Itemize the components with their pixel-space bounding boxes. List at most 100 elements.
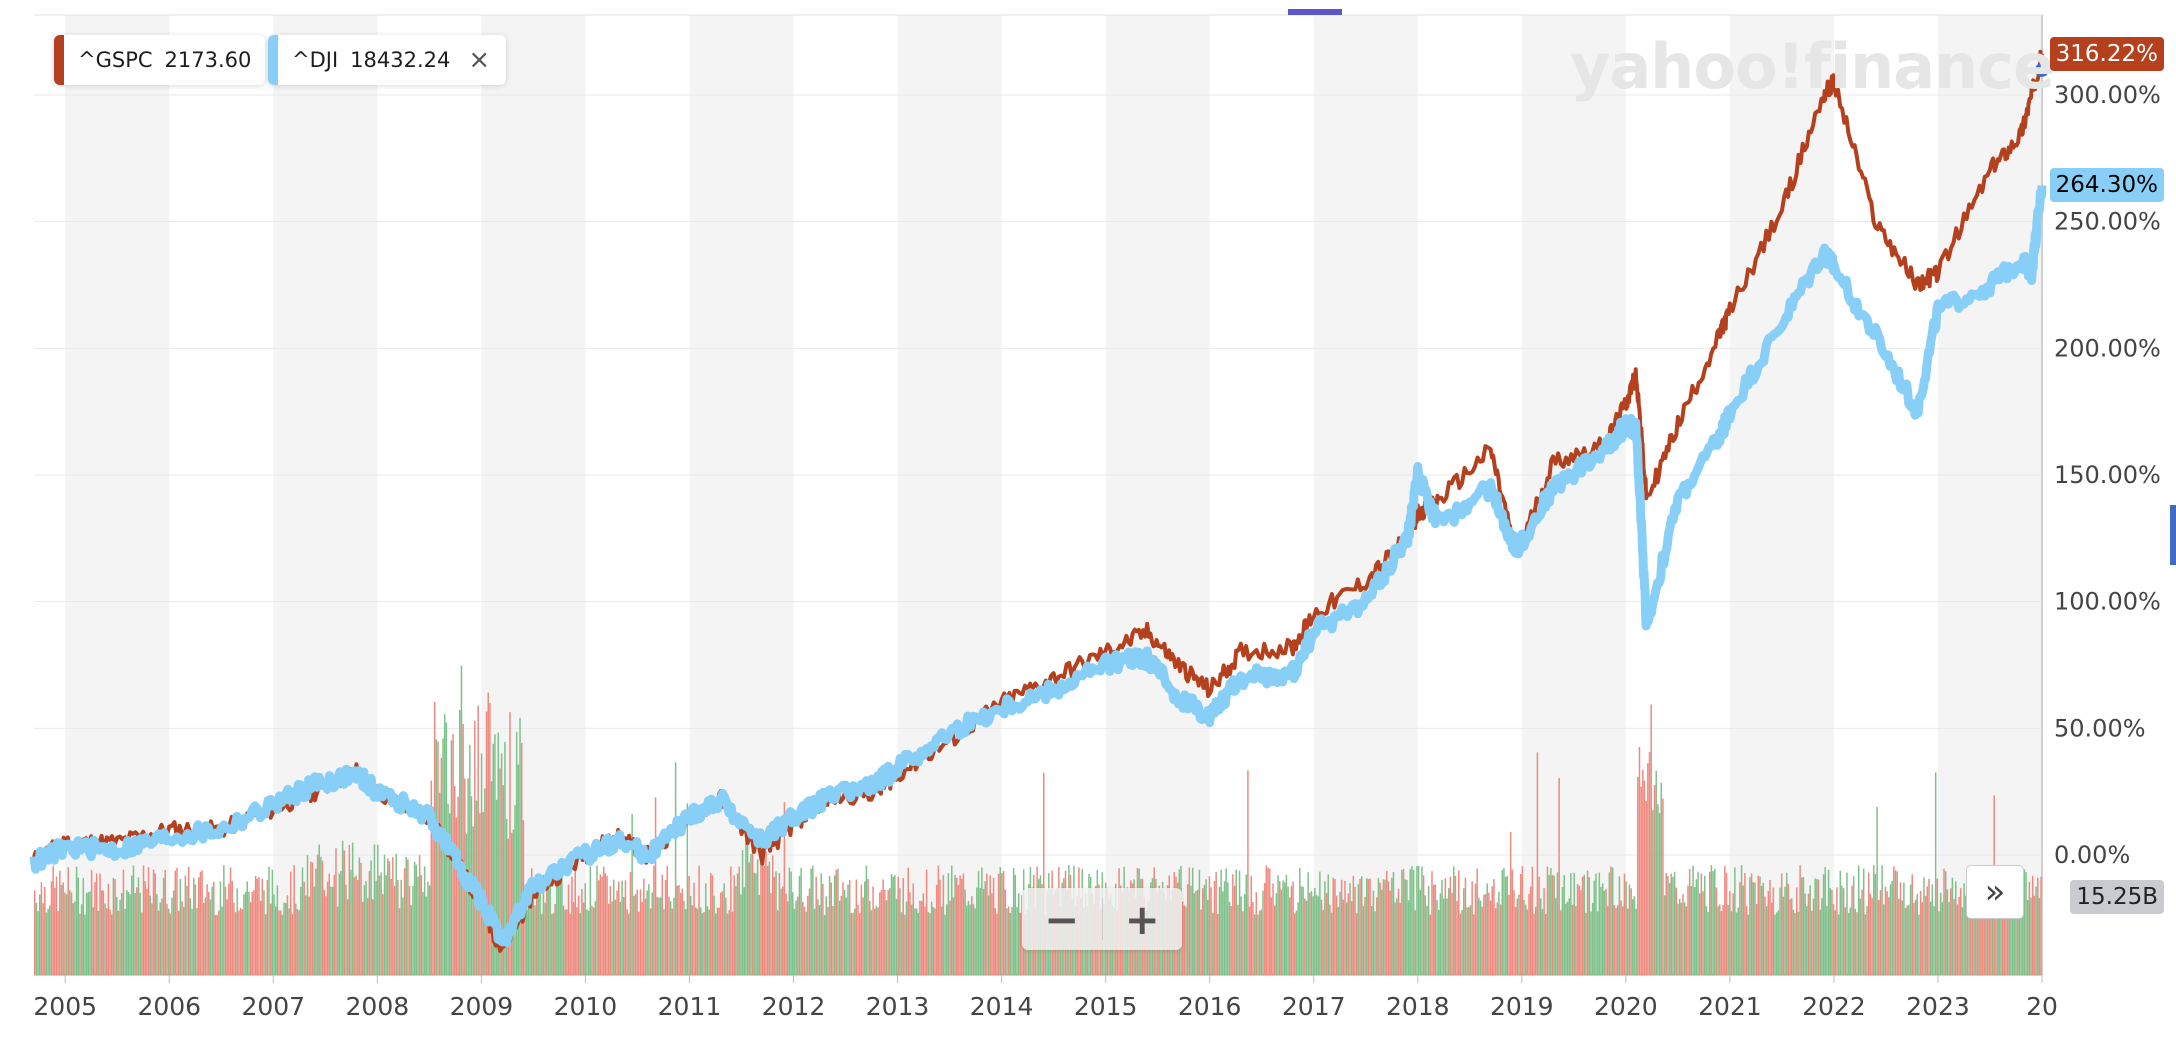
volume-bar (954, 875, 956, 975)
volume-bar (383, 854, 386, 975)
volume-bar (413, 861, 416, 975)
volume-bar (868, 900, 871, 975)
volume-bar (1849, 907, 1852, 975)
volume-bar (1499, 904, 1502, 975)
zoom-in-button[interactable]: + (1124, 894, 1160, 944)
volume-bar (1570, 873, 1572, 975)
volume-bar (1613, 905, 1616, 975)
legend-dji[interactable]: ^DJI 18432.24 × (268, 35, 507, 85)
side-handle[interactable] (2170, 505, 2176, 565)
volume-bar (1225, 868, 1227, 975)
volume-bar (1764, 896, 1766, 975)
volume-bar (1312, 896, 1314, 975)
volume-bar (457, 796, 459, 975)
volume-bar (1760, 885, 1763, 975)
legend-gspc[interactable]: ^GSPC 2173.60 (54, 35, 266, 85)
volume-bar (815, 876, 817, 975)
volume-bar (1299, 867, 1301, 975)
volume-bar (1665, 873, 1668, 975)
volume-bar (989, 875, 991, 975)
volume-bar (1459, 913, 1462, 975)
volume-bar (1809, 885, 1811, 975)
volume-bar (832, 905, 834, 975)
volume-bar (1754, 882, 1756, 975)
volume-bar (341, 840, 344, 975)
volume-bar (1518, 894, 1520, 975)
volume-bar (623, 897, 625, 975)
volume-bar (669, 901, 672, 975)
volume-bar (129, 894, 131, 975)
volume-bar (1267, 867, 1269, 975)
volume-bar (1556, 872, 1559, 975)
volume-bar (1643, 780, 1646, 975)
volume-bar (743, 887, 745, 975)
volume-bar (1349, 883, 1351, 975)
volume-bar (368, 870, 371, 975)
volume-bar (495, 799, 498, 975)
volume-bar (1836, 887, 1838, 975)
volume-bar (1630, 888, 1632, 975)
volume-bar (187, 866, 190, 975)
volume-bar (612, 879, 615, 975)
volume-bar (480, 753, 483, 975)
volume-bar (296, 909, 299, 975)
volume-bar (797, 896, 799, 975)
volume-bar (631, 814, 633, 975)
volume-bar (234, 912, 237, 975)
volume-bar (1867, 872, 1870, 975)
x-tick-label: 2023 (1906, 992, 1970, 1021)
volume-bar (818, 905, 821, 975)
volume-bar (34, 890, 36, 975)
volume-bar (1404, 879, 1406, 975)
dji-swatch (268, 35, 278, 85)
year-band (65, 15, 170, 975)
volume-bar (1545, 913, 1547, 975)
volume-bar (1464, 877, 1467, 975)
volume-bar (1468, 907, 1470, 975)
volume-bar (422, 891, 424, 975)
volume-bar (900, 912, 903, 975)
volume-bar (1489, 900, 1492, 975)
volume-bar (1963, 883, 1965, 975)
volume-bar (991, 893, 993, 975)
volume-bar (830, 882, 833, 975)
volume-bar (1655, 770, 1657, 975)
volume-bar (895, 898, 898, 975)
volume-bar (1692, 865, 1694, 975)
volume-bar (510, 832, 513, 975)
volume-bar (251, 891, 254, 975)
volume-bar (853, 908, 856, 975)
volume-bar (805, 911, 807, 975)
volume-bar (1307, 872, 1309, 975)
volume-bar (1939, 892, 1942, 975)
volume-bar (1376, 897, 1378, 975)
close-icon[interactable]: × (468, 45, 491, 75)
volume-bar (1749, 877, 1751, 975)
volume-bar (454, 786, 456, 975)
range-handle[interactable] (1288, 9, 1342, 15)
volume-bar (136, 887, 138, 975)
volume-bar (1016, 906, 1018, 975)
volume-bar (949, 900, 951, 975)
volume-bar (1944, 871, 1947, 975)
volume-bar (845, 897, 848, 975)
volume-bar (338, 873, 341, 975)
volume-bar (1394, 902, 1396, 975)
zoom-out-button[interactable]: − (1044, 894, 1080, 944)
volume-bar (278, 910, 280, 975)
volume-bar (1193, 893, 1196, 975)
volume-bar (1004, 889, 1007, 975)
volume-bar (1847, 912, 1850, 975)
volume-bar (152, 869, 155, 975)
volume-bar (1697, 871, 1699, 975)
volume-bar (1454, 875, 1457, 975)
volume-bar (57, 911, 59, 975)
volume-bar (328, 873, 331, 975)
volume-bar (813, 908, 816, 975)
volume-bar (649, 908, 652, 975)
volume-bar (2030, 897, 2032, 975)
x-tick-label: 2021 (1698, 992, 1762, 1021)
volume-bar (1496, 902, 1498, 975)
scroll-right-button[interactable]: » (1966, 865, 2024, 919)
